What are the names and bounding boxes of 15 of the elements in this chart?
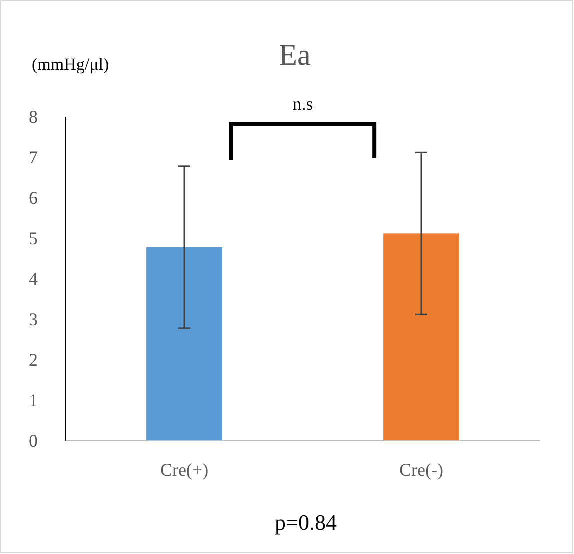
y-tick-label: 4 bbox=[29, 268, 38, 289]
y-tick-label: 7 bbox=[29, 147, 38, 168]
x-tick-label: Cre(-) bbox=[400, 460, 444, 480]
text: p=0.84 bbox=[275, 510, 337, 535]
x-tick-label: Cre(+) bbox=[160, 460, 209, 480]
y-tick-label: 6 bbox=[29, 188, 38, 208]
y-tick-label: 0 bbox=[29, 430, 38, 451]
y-tick-label: 5 bbox=[29, 228, 38, 248]
y-tick-label: 3 bbox=[29, 309, 38, 330]
text: n.s bbox=[292, 94, 314, 114]
y-tick-label: 2 bbox=[29, 350, 38, 370]
y-axis-title: (mmHg/μl) bbox=[32, 55, 110, 74]
y-tick-label: 8 bbox=[29, 106, 38, 127]
chart-title: Ea bbox=[279, 39, 311, 72]
y-tick-label: 1 bbox=[29, 390, 38, 410]
